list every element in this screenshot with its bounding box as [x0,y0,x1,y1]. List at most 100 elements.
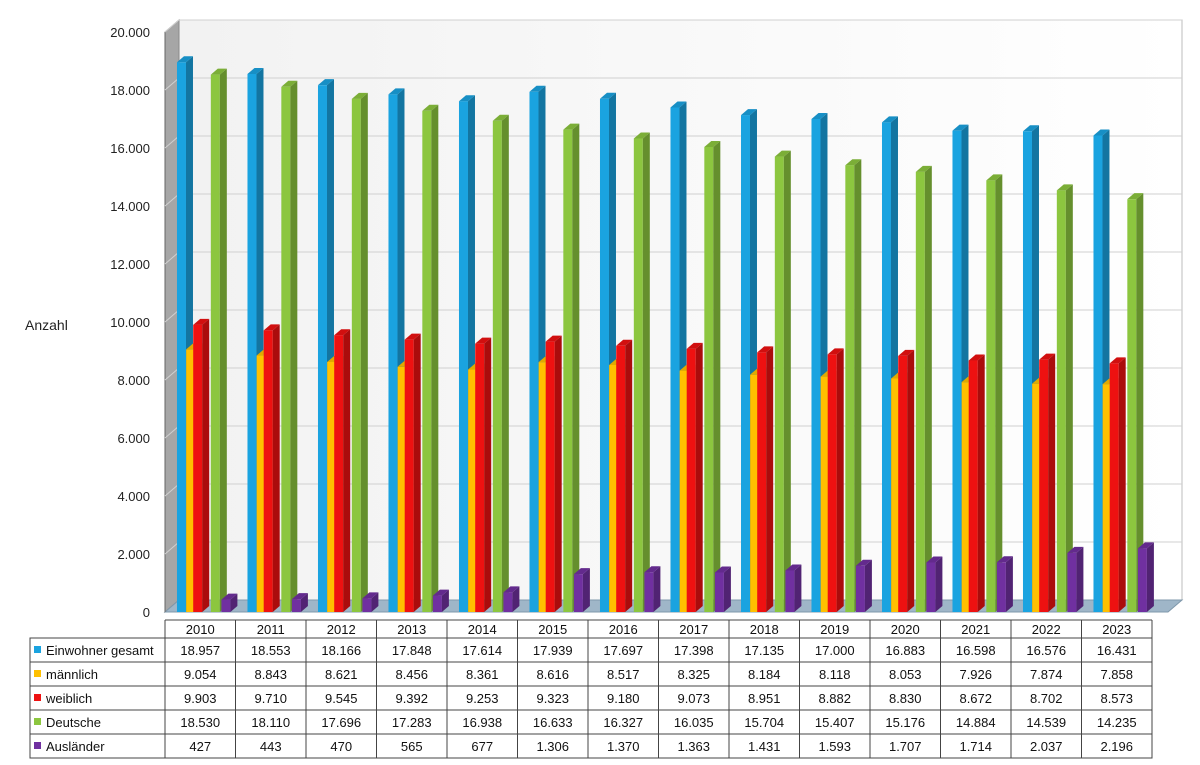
bar-Deutsche-2011 [281,80,298,612]
bar-side [202,318,210,612]
bar-front [1022,131,1032,612]
bar-top [176,56,193,63]
legend-swatch [34,670,41,677]
bar-front [545,341,555,612]
table-cell: 14.884 [956,715,996,730]
table-cell: 7.926 [959,667,992,682]
table-cell: 470 [330,739,352,754]
table-cell: 2.037 [1030,739,1063,754]
bar-top [221,593,238,600]
bar-front [404,339,414,612]
bar-weiblich-2013 [404,333,421,612]
bar-top [952,124,969,131]
bar-side [360,92,368,613]
legend-swatch [34,718,41,725]
y-tick-label: 16.000 [110,141,150,156]
table-cell: 1.593 [818,739,851,754]
legend-label: männlich [46,667,98,682]
bar-top [362,592,379,599]
bar-side [766,346,774,612]
table-cell: 9.180 [607,691,640,706]
bar-top [785,564,802,571]
bar-side [935,556,943,612]
y-tick-label: 6.000 [117,431,150,446]
bar-front [1056,190,1066,612]
bar-top [811,113,828,119]
table-cell: 8.118 [819,667,851,682]
bar-front [1039,359,1049,612]
bar-top [503,586,520,593]
bar-weiblich-2014 [475,337,492,612]
table-cell: 18.553 [251,643,291,658]
table-cell: 15.176 [885,715,925,730]
bar-top [996,556,1013,563]
bar-weiblich-2018 [757,346,774,612]
bar-side [1136,193,1144,612]
bar-top [855,559,872,566]
bar-side [1118,357,1126,612]
bar-front [458,101,468,612]
bar-top [247,67,264,74]
bar-top [492,114,509,121]
bar-Deutsche-2014 [492,114,509,612]
x-tick-label: 2023 [1102,622,1131,637]
x-tick-label: 2012 [327,622,356,637]
bar-top [1039,353,1056,360]
bar-top [291,593,308,600]
bar-side [713,140,721,613]
bar-top [404,333,421,340]
bar-front [317,85,327,613]
bar-side [864,559,872,612]
bar-top [422,104,439,111]
bar-top [881,116,898,123]
table-cell: 9.903 [184,691,217,706]
bar-front [926,562,936,612]
x-tick-label: 2017 [679,622,708,637]
bar-side [272,324,280,612]
table-cell: 7.858 [1100,667,1133,682]
bar-top [1056,184,1073,191]
bar-front [492,120,502,612]
bar-front [1137,548,1147,612]
bar-side [977,354,985,612]
bar-Ausländer-2016 [644,566,661,612]
legend-swatch [34,694,41,701]
bar-side [300,593,308,612]
table-cell: 16.633 [533,715,573,730]
table-cell: 8.517 [607,667,640,682]
bar-front [961,382,971,612]
bar-weiblich-2015 [545,335,562,612]
bar-Deutsche-2022 [1056,184,1073,612]
table-cell: 17.398 [674,643,714,658]
bar-weiblich-2020 [898,349,915,612]
bar-Deutsche-2023 [1127,193,1144,612]
bar-side [995,174,1003,612]
bar-side [723,566,731,612]
bar-Ausländer-2014 [503,586,520,612]
table-cell: 565 [401,739,423,754]
bar-Deutsche-2020 [915,165,932,612]
table-cell: 9.054 [184,667,217,682]
bar-side [854,159,862,612]
table-cell: 18.957 [180,643,220,658]
bar-top [986,174,1003,181]
bar-Deutsche-2010 [210,68,227,612]
table-cell: 8.621 [325,667,358,682]
bar-top [757,346,774,353]
bar-top [281,80,298,87]
bar-side [1146,542,1154,612]
bar-front [503,592,513,612]
bar-top [845,159,862,166]
bar-side [554,335,562,612]
bar-weiblich-2021 [968,354,985,612]
bar-front [644,572,654,612]
x-tick-label: 2018 [750,622,779,637]
bar-front [750,374,760,612]
y-tick-label: 8.000 [117,373,150,388]
bar-top [1127,193,1144,200]
bar-front [334,335,344,612]
bar-top [1093,129,1110,136]
table-cell: 9.323 [536,691,569,706]
bar-top [210,68,227,75]
legend-label: Einwohner gesamt [46,643,154,658]
